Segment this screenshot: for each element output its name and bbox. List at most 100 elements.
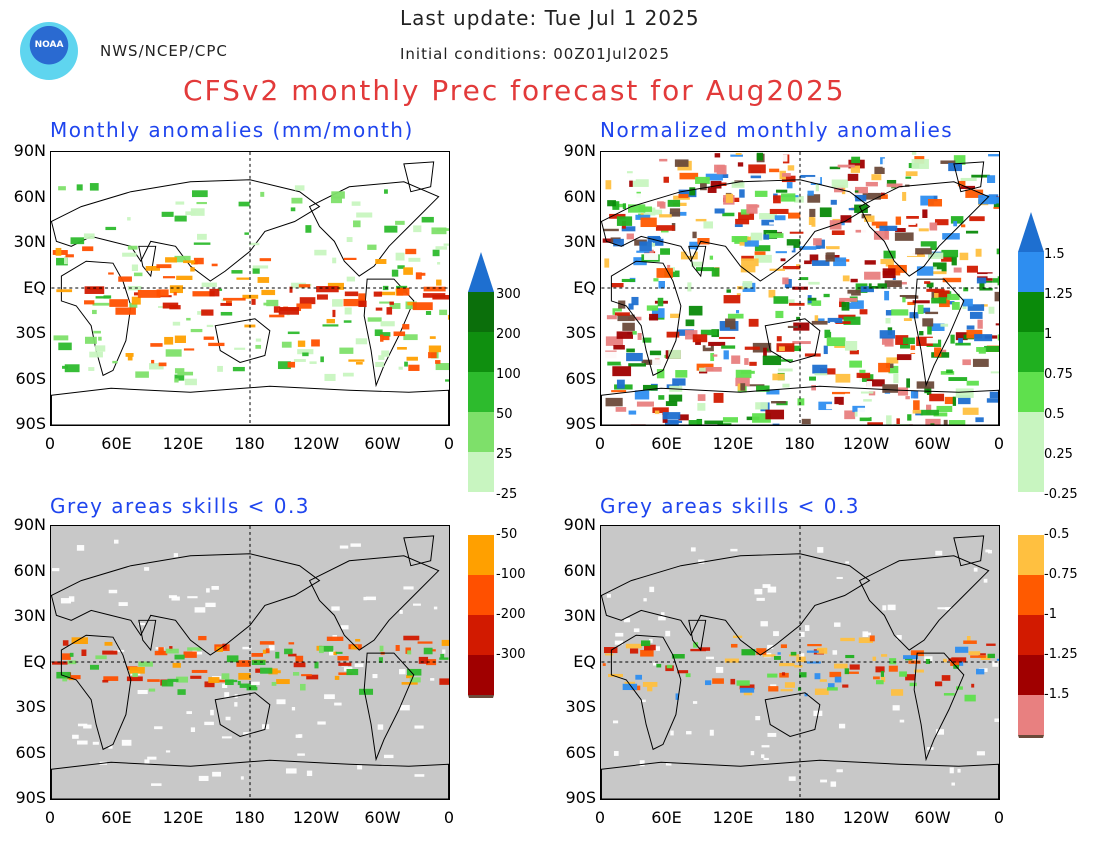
anomaly-patch [880,258,894,267]
anomaly-patch [652,359,662,365]
anomaly-patch [857,407,870,418]
anomaly-patch [399,704,410,711]
anomaly-patch [675,370,688,378]
anomaly-patch [904,419,920,422]
anomaly-patch [745,384,765,387]
anomaly-patch [777,368,793,372]
anomaly-patch [234,702,238,707]
anomaly-patch [750,232,763,241]
anomaly-patch [844,410,856,420]
anomaly-patch [137,690,148,695]
anomaly-patch [862,631,869,637]
anomaly-patch [685,673,691,678]
anomaly-patch [53,335,69,341]
continent-outline [403,535,435,567]
anomaly-patch [65,254,74,258]
anomaly-patch [712,204,717,213]
anomaly-patch [616,216,633,226]
continent-outline [913,278,965,388]
anomaly-patch [902,337,915,345]
anomaly-patch [659,158,668,162]
anomaly-patch [807,297,817,301]
anomaly-patch [858,637,873,644]
noaa-logo: NOAA [20,22,78,80]
anomaly-patch [944,396,955,405]
anomaly-patch [162,276,176,279]
anomaly-patch [656,663,662,668]
anomaly-patch [644,253,659,260]
anomaly-patch [193,257,204,265]
anomaly-patch [314,249,327,256]
anomaly-patch [854,190,859,193]
anomaly-patch [756,648,767,655]
anomaly-patch [782,672,786,676]
anomaly-patch [840,637,855,642]
anomaly-patch [242,646,252,650]
anomaly-patch [842,684,849,688]
anomaly-patch [721,174,729,178]
anomaly-patch [644,644,656,651]
anomaly-patch [221,673,230,680]
anomaly-patch [688,420,702,425]
anomaly-patch [92,741,99,745]
anomaly-patch [183,651,197,658]
anomaly-patch [658,395,665,400]
anomaly-patch [440,653,445,658]
anomaly-patch [896,418,900,425]
anomaly-patch [165,648,179,654]
colorbar-tick-label: 100 [496,367,521,382]
anomaly-patch [882,268,896,279]
anomaly-patch [903,318,912,322]
anomaly-patch [665,630,671,637]
lon-tick-label: 180 [784,434,815,453]
anomaly-patch [656,268,673,278]
anomaly-patch [897,387,909,396]
anomaly-patch [987,273,998,279]
anomaly-patch [52,661,68,665]
anomaly-patch [322,324,339,327]
lat-tick-label: EQ [573,651,596,671]
anomaly-patch [288,653,297,657]
continent-outline [913,652,965,762]
org-label: NWS/NCEP/CPC [100,42,228,60]
anomaly-patch [640,217,657,228]
anomaly-patch [909,682,917,687]
anomaly-patch [194,607,206,613]
anomaly-patch [914,669,924,673]
continent-outline [764,692,821,737]
anomaly-patch [912,410,922,414]
anomaly-patch [924,281,931,284]
anomaly-patch [338,672,353,675]
lat-tick-label: 90N [13,141,46,160]
anomaly-patch [862,192,881,200]
anomaly-patch [692,231,697,239]
anomaly-patch [888,365,899,374]
anomaly-patch [740,209,750,215]
anomaly-patch [723,295,741,304]
anomaly-patch [317,721,326,725]
continent-outline [858,181,990,277]
lon-tick-label: 120E [162,434,204,453]
anomaly-patch [881,186,892,193]
anomaly-patch [414,774,425,777]
anomaly-patch [713,399,719,408]
anomaly-patch [925,418,941,425]
anomaly-patch [815,183,819,192]
colorbar-right [1018,212,1044,738]
anomaly-patch [137,289,161,298]
anomaly-patch [984,182,992,190]
lon-tick-label: 180 [234,808,265,827]
anomaly-patch [346,237,353,243]
anomaly-patch [820,779,828,783]
colorbar-tick-label: -300 [496,647,526,662]
anomaly-patch [854,194,867,202]
anomaly-patch [356,212,373,218]
colorbar-tick-label: 0.75 [1044,367,1073,382]
anomaly-patch [655,225,675,231]
anomaly-patch [175,201,185,205]
anomaly-patch [103,676,119,681]
map-skill-right [600,525,1000,800]
anomaly-patch [678,414,689,421]
anomaly-patch [752,413,771,423]
anomaly-patch [375,361,384,368]
